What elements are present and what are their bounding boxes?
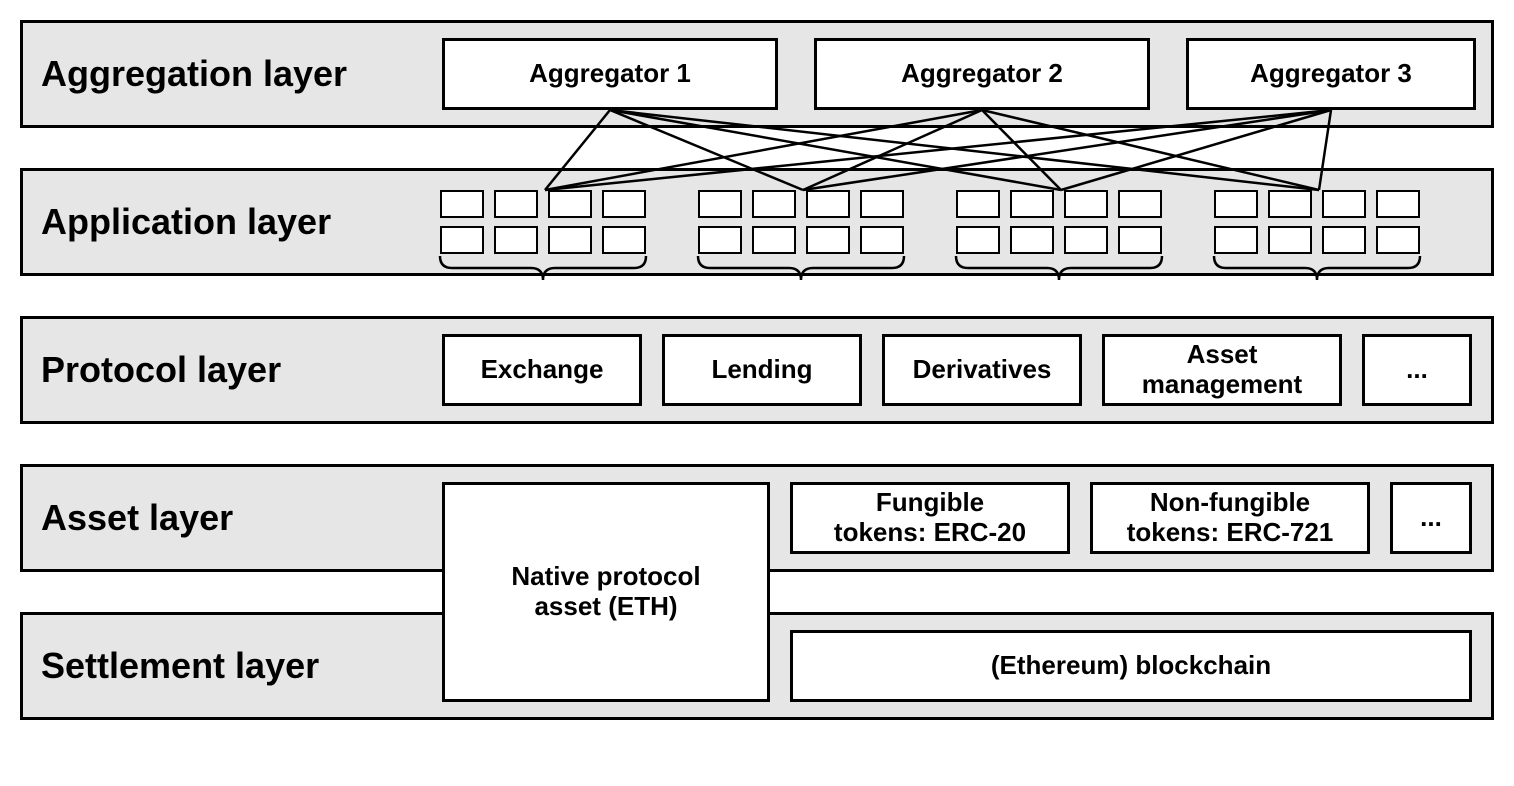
protocol-derivatives-label: Derivatives (913, 355, 1052, 385)
app-cell (440, 226, 484, 254)
layer-label-settlement: Settlement layer (23, 645, 319, 687)
asset-more-box: ... (1390, 482, 1472, 554)
aggregator-2-label: Aggregator 2 (901, 59, 1063, 89)
protocol-more-box: ... (1362, 334, 1472, 406)
aggregator-1-label: Aggregator 1 (529, 59, 691, 89)
protocol-lending-label: Lending (711, 355, 812, 385)
app-cell (1376, 190, 1420, 218)
aggregator-1-box: Aggregator 1 (442, 38, 778, 110)
app-cell (752, 226, 796, 254)
app-cell (806, 190, 850, 218)
native-eth-box: Native protocol asset (ETH) (442, 482, 770, 702)
settlement-ethereum-label: (Ethereum) blockchain (991, 651, 1271, 681)
app-cell (1010, 226, 1054, 254)
app-cell (1268, 226, 1312, 254)
app-cell (602, 190, 646, 218)
layer-label-protocol: Protocol layer (23, 349, 281, 391)
app-cell (698, 190, 742, 218)
app-cell (548, 190, 592, 218)
protocol-lending-box: Lending (662, 334, 862, 406)
app-cell (602, 226, 646, 254)
asset-more-label: ... (1420, 503, 1442, 533)
app-cell (1118, 190, 1162, 218)
protocol-exchange-box: Exchange (442, 334, 642, 406)
app-cell (752, 190, 796, 218)
app-cell (1322, 190, 1366, 218)
app-cell (548, 226, 592, 254)
protocol-assetmgmt-label: Asset management (1142, 340, 1302, 400)
app-cell (860, 226, 904, 254)
app-cell (1118, 226, 1162, 254)
app-cell (806, 226, 850, 254)
app-cell (440, 190, 484, 218)
app-cell (1214, 190, 1258, 218)
layer-label-application: Application layer (23, 201, 331, 243)
asset-erc721-box: Non-fungible tokens: ERC-721 (1090, 482, 1370, 554)
app-cell (956, 190, 1000, 218)
app-cell (1376, 226, 1420, 254)
asset-erc20-box: Fungible tokens: ERC-20 (790, 482, 1070, 554)
aggregator-3-box: Aggregator 3 (1186, 38, 1476, 110)
app-cell (956, 226, 1000, 254)
native-eth-label: Native protocol asset (ETH) (511, 562, 700, 622)
asset-erc20-label: Fungible tokens: ERC-20 (834, 488, 1026, 548)
app-cell (1268, 190, 1312, 218)
app-cell (494, 190, 538, 218)
app-cell (698, 226, 742, 254)
app-cell (1064, 226, 1108, 254)
asset-erc721-label: Non-fungible tokens: ERC-721 (1127, 488, 1334, 548)
protocol-exchange-label: Exchange (481, 355, 604, 385)
defi-stack-diagram: Aggregation layer Application layer Prot… (20, 20, 1494, 766)
layer-label-aggregation: Aggregation layer (23, 53, 347, 95)
aggregator-3-label: Aggregator 3 (1250, 59, 1412, 89)
app-cell (494, 226, 538, 254)
app-cell (860, 190, 904, 218)
app-cell (1214, 226, 1258, 254)
settlement-ethereum-box: (Ethereum) blockchain (790, 630, 1472, 702)
protocol-derivatives-box: Derivatives (882, 334, 1082, 406)
app-cell (1322, 226, 1366, 254)
layer-label-asset: Asset layer (23, 497, 233, 539)
aggregator-2-box: Aggregator 2 (814, 38, 1150, 110)
app-cell (1064, 190, 1108, 218)
protocol-more-label: ... (1406, 355, 1428, 385)
layer-application: Application layer (20, 168, 1494, 276)
app-cell (1010, 190, 1054, 218)
protocol-assetmgmt-box: Asset management (1102, 334, 1342, 406)
